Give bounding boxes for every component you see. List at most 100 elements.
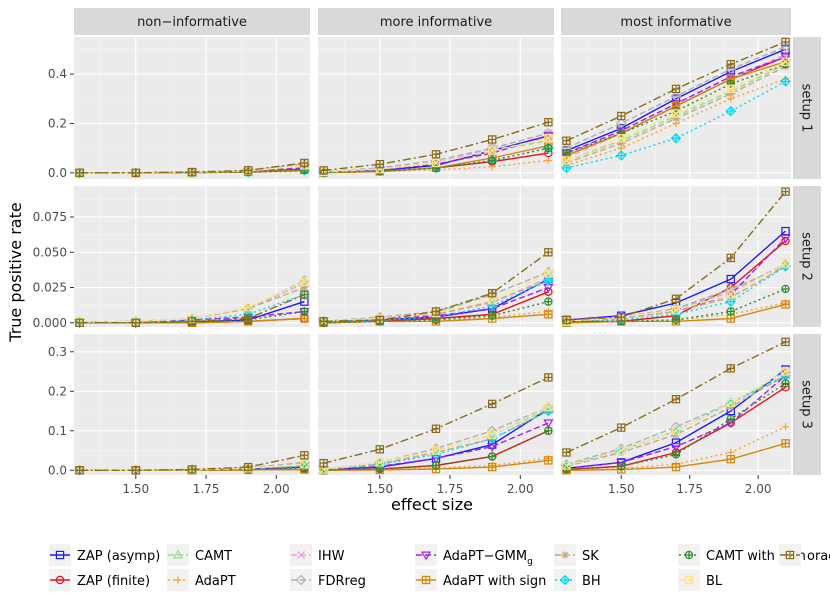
data-point-stroke <box>726 290 735 299</box>
series-12 <box>75 451 309 475</box>
series-11 <box>319 402 553 474</box>
row-strip-3: setup 3 <box>793 334 821 475</box>
data-point <box>781 57 790 66</box>
legend-label: FDRreg <box>318 574 366 589</box>
series-line <box>566 265 786 323</box>
panel-r2-c2 <box>318 186 554 327</box>
y-tick-label: 0.025 <box>33 281 67 295</box>
series-12 <box>75 158 309 178</box>
panels-layer <box>74 37 791 476</box>
y-tick-label: 0.4 <box>48 67 67 81</box>
x-axis-label: effect size <box>391 495 473 514</box>
data-point <box>726 398 735 408</box>
data-point-stroke <box>562 156 571 165</box>
series-line <box>566 341 786 454</box>
legend-item-1: ZAP (finite) <box>49 569 150 591</box>
strip-background <box>318 8 554 35</box>
panel-r3-c1 <box>74 334 310 476</box>
data-point <box>725 73 736 82</box>
data-point-stroke <box>617 446 626 455</box>
data-point-stroke <box>544 269 553 278</box>
panel-r1-c3 <box>561 37 791 179</box>
series-12 <box>75 290 309 327</box>
series-12 <box>562 337 790 457</box>
data-point <box>671 305 681 315</box>
legend-label: AdaPT with sign <box>443 574 546 589</box>
x-tick-label: 1.75 <box>676 482 703 496</box>
series-line <box>566 78 786 167</box>
legend-item-7: AdaPT with sign <box>415 569 546 591</box>
y-tick-label: 0.1 <box>48 424 67 438</box>
panel-r2-c3 <box>561 186 791 327</box>
x-tick-label: 2.00 <box>263 482 290 496</box>
data-point <box>243 303 253 312</box>
strip-background <box>793 37 821 179</box>
data-point-stroke <box>544 403 553 412</box>
y-tick-label: 0.2 <box>48 116 67 130</box>
legend-label: ZAP (asymp) <box>77 549 160 564</box>
legend-label: IHW <box>318 549 345 564</box>
series-line <box>323 406 549 471</box>
series-line <box>566 374 786 467</box>
column-strip-3: most informative <box>561 8 791 35</box>
data-point-stroke <box>488 430 497 439</box>
data-point-stroke <box>244 303 253 312</box>
data-point-stroke <box>726 399 735 408</box>
data-point <box>670 443 682 452</box>
data-point <box>780 234 791 244</box>
data-point-stroke <box>544 134 553 143</box>
column-strip-label: most informative <box>620 15 731 30</box>
legend-label: AdaPT−GMMg <box>443 549 533 567</box>
legend-label: ZAP (finite) <box>77 574 150 589</box>
series-11 <box>562 367 790 470</box>
data-point <box>617 134 626 143</box>
panel-background <box>74 334 310 475</box>
data-point <box>726 84 735 94</box>
legend-key-marker <box>172 549 184 559</box>
data-point <box>726 290 735 299</box>
series-line <box>566 288 786 323</box>
data-point-stroke <box>781 367 790 376</box>
series-10 <box>562 59 790 158</box>
series-12 <box>562 37 790 145</box>
series-9 <box>561 76 791 174</box>
series-line <box>566 426 786 471</box>
legend-item-8: SK <box>554 544 599 566</box>
data-point-stroke <box>671 306 681 315</box>
strip-background <box>561 8 791 35</box>
data-point-stroke <box>431 158 441 167</box>
legend-key-marker-stroke <box>684 575 694 585</box>
y-tick-label: 0.000 <box>33 316 67 330</box>
column-strip-label: more informative <box>380 15 492 30</box>
panel-background <box>74 186 310 327</box>
panel-r3-c2 <box>318 334 554 476</box>
legend-item-5: FDRreg <box>290 569 366 591</box>
legend-key-marker <box>55 575 65 585</box>
y-tick-label: 0.050 <box>33 245 67 259</box>
legend-label: BL <box>706 574 723 589</box>
series-line <box>566 48 786 152</box>
legend-key-marker <box>55 550 65 560</box>
data-point-stroke <box>375 165 384 174</box>
legend-key-marker-stroke <box>561 551 569 559</box>
data-point <box>562 461 571 470</box>
x-tick-label: 1.50 <box>366 482 393 496</box>
series-12 <box>319 373 553 468</box>
panel-r1-c1 <box>74 37 310 179</box>
legend-item-12: oracle <box>779 544 830 566</box>
data-point <box>725 283 737 295</box>
series-12 <box>562 187 790 325</box>
series-line <box>566 80 786 169</box>
row-strip-1: setup 1 <box>793 37 821 179</box>
panel-r1-c2 <box>318 37 554 179</box>
series-line <box>566 374 786 467</box>
data-point-stroke <box>671 426 681 435</box>
data-point <box>431 158 441 168</box>
data-point-stroke <box>781 259 790 268</box>
panel-background <box>318 186 554 327</box>
y-tick-label: 0.3 <box>48 345 67 359</box>
column-strip-label: non−informative <box>137 15 247 30</box>
legend-label: SK <box>582 549 599 564</box>
data-point <box>726 274 735 284</box>
